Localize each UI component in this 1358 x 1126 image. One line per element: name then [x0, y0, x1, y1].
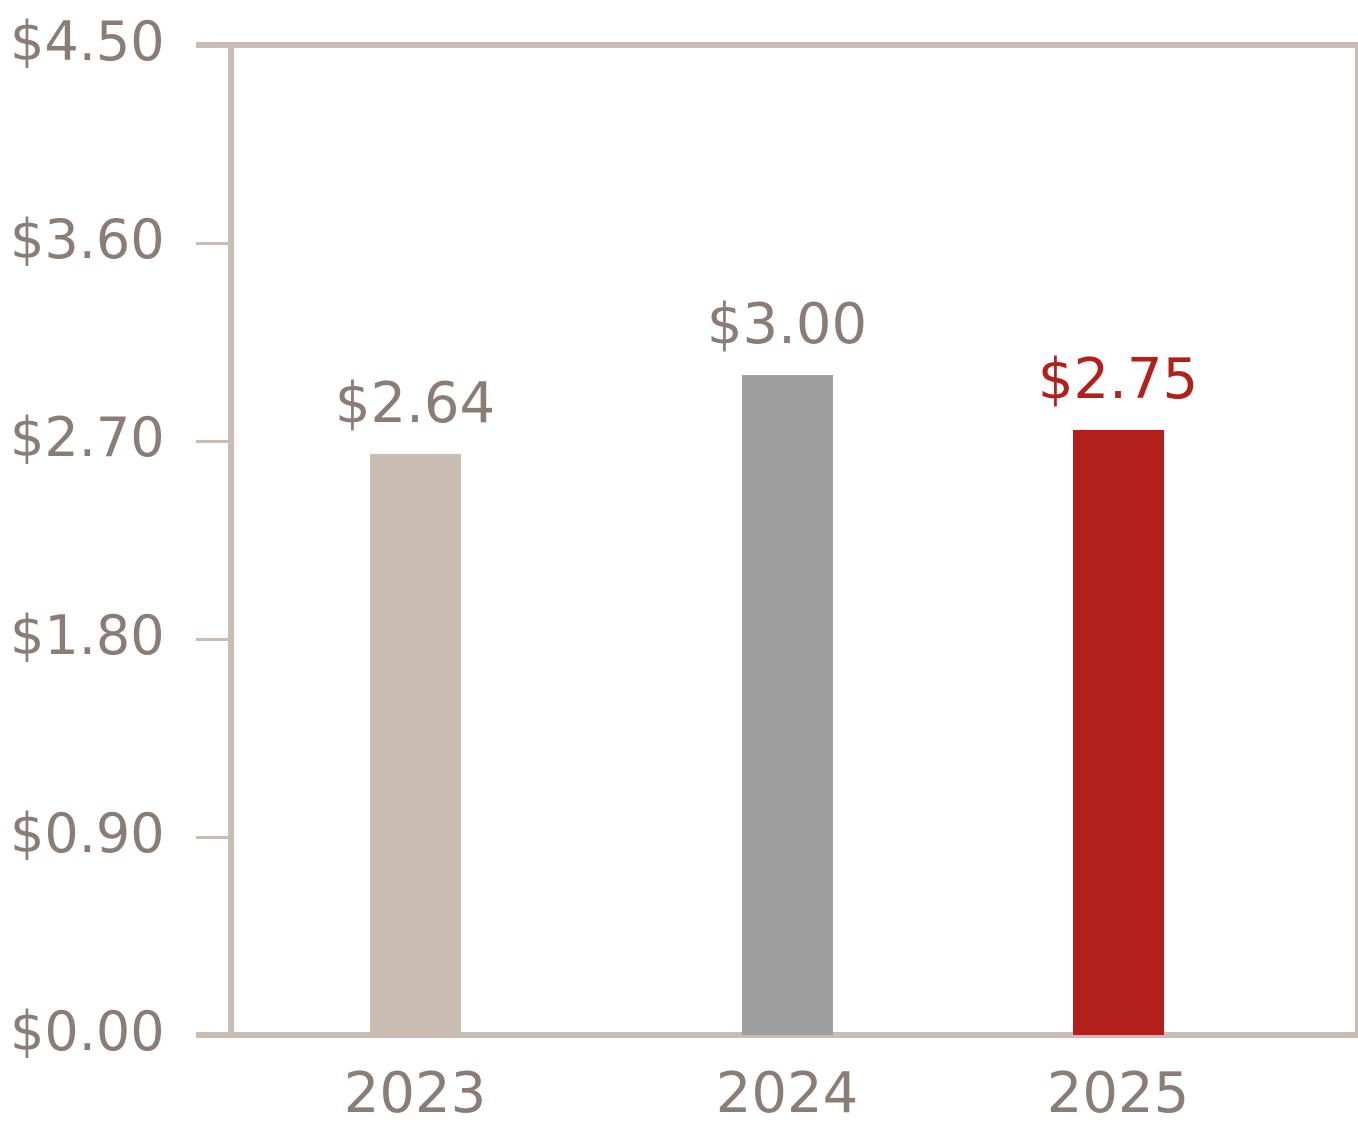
y-tick	[196, 42, 228, 48]
bar-2025	[1072, 430, 1164, 1035]
y-tick	[196, 835, 228, 839]
y-tick-label: $0.90	[10, 802, 165, 865]
y-tick	[196, 439, 228, 443]
y-tick	[196, 241, 228, 245]
y-tick-label: $2.70	[10, 406, 165, 469]
value-label-2023: $2.64	[334, 371, 496, 437]
y-tick-label: $4.50	[10, 10, 165, 73]
x-tick-label-2023: 2023	[343, 1061, 487, 1126]
value-label-2025: $2.75	[1037, 347, 1199, 412]
y-tick-label: $0.00	[10, 1000, 165, 1063]
plot-frame	[228, 42, 1358, 1038]
bar-2023	[369, 454, 461, 1035]
y-tick-label: $1.80	[10, 604, 165, 667]
x-tick-label-2024: 2024	[715, 1061, 859, 1126]
y-tick-label: $3.60	[10, 208, 165, 271]
x-tick-label-2025: 2025	[1046, 1061, 1190, 1126]
x-axis-line	[196, 1032, 1355, 1038]
bar-2024	[741, 375, 833, 1035]
y-tick	[196, 637, 228, 641]
value-label-2024: $3.00	[706, 292, 868, 357]
